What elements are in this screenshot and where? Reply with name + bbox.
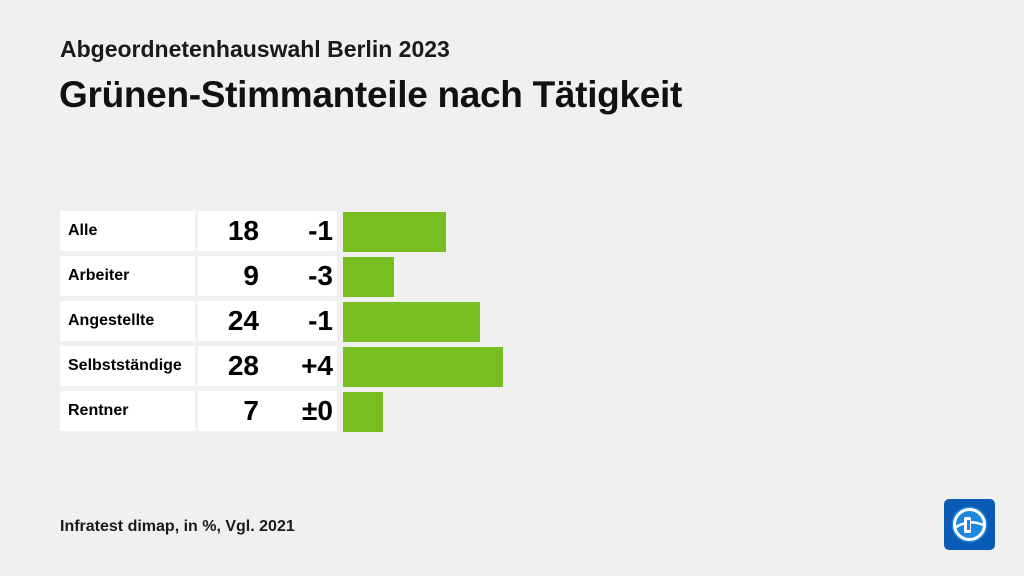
value-label: 7 [243,395,259,426]
bar [343,302,480,342]
value-label: 28 [227,350,259,381]
category-label: Selbstständige [60,346,195,386]
source-note: Infratest dimap, in %, Vgl. 2021 [60,518,295,535]
tagesschau-logo-icon [944,499,995,550]
value-cell: 18 -1 [198,211,337,251]
value-label: 18 [227,215,259,246]
value-cell: 9 -3 [198,256,337,296]
diff-label: -3 [308,260,333,291]
bar [343,212,446,252]
bar [343,392,383,432]
value-cell: 24 -1 [198,301,337,341]
value-label: 9 [243,260,259,291]
bar [343,347,503,387]
value-cell: 7 ±0 [198,391,337,431]
diff-label: +4 [301,350,333,381]
diff-label: -1 [308,305,333,336]
bar [343,257,394,297]
value-label: 24 [227,305,259,336]
category-label: Arbeiter [60,256,195,296]
category-label: Rentner [60,391,195,431]
chart-title: Grünen-Stimmanteile nach Tätigkeit [59,74,683,115]
diff-label: -1 [308,215,333,246]
chart-supertitle: Abgeordnetenhauswahl Berlin 2023 [60,36,450,62]
value-cell: 28 +4 [198,346,337,386]
category-label: Alle [60,211,195,251]
diff-label: ±0 [302,395,333,426]
category-label: Angestellte [60,301,195,341]
